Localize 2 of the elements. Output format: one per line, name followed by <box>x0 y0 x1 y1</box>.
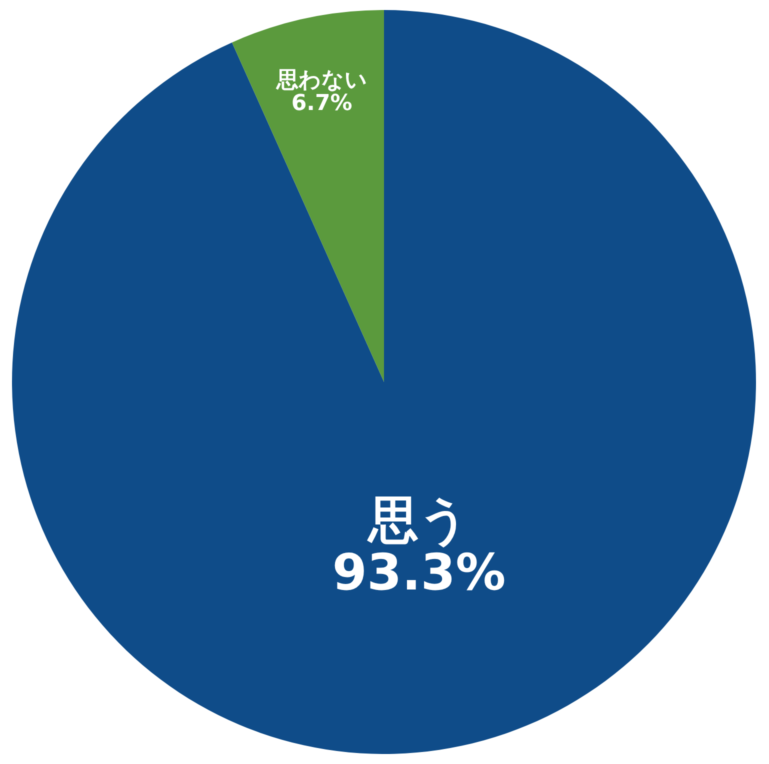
data-label: 6.7% <box>291 91 352 116</box>
slice-label: 思わない <box>275 68 368 94</box>
